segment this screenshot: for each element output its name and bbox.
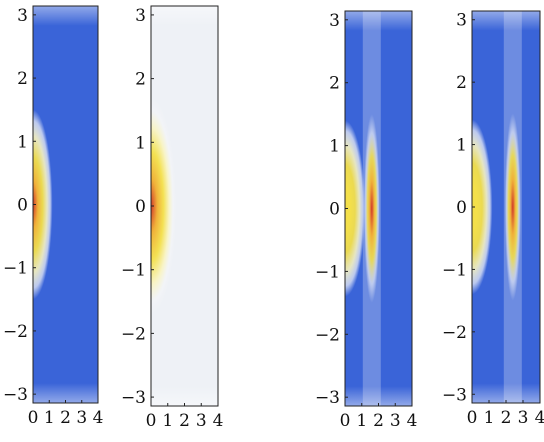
y-tick-label: −3: [3, 385, 28, 405]
y-tick-label: 3: [17, 6, 28, 26]
intensity-blob: [345, 120, 366, 297]
y-tick-label: 0: [135, 197, 146, 217]
x-tick-label: 4: [535, 408, 544, 428]
y-tick-label: 1: [456, 136, 467, 156]
x-tick-label: 3: [390, 411, 401, 431]
y-tick-label: −3: [315, 388, 340, 408]
intensity-blob: [472, 119, 493, 295]
y-tick-label: 3: [456, 11, 467, 31]
x-tick-label: 2: [501, 408, 512, 428]
y-tick-label: −2: [442, 323, 467, 343]
y-tick-label: 3: [329, 11, 340, 31]
y-tick-label: 1: [329, 137, 340, 157]
x-tick-label: 4: [93, 408, 104, 428]
y-tick-label: −2: [121, 324, 146, 344]
y-tick-label: −1: [121, 261, 146, 281]
x-tick-label: 0: [28, 408, 39, 428]
x-tick-label: 1: [162, 411, 173, 431]
x-tick-label: 2: [60, 408, 71, 428]
y-tick-label: 2: [456, 73, 467, 93]
intensity-ridge: [363, 114, 380, 303]
x-tick-label: 2: [373, 411, 384, 431]
y-tick-label: −3: [121, 388, 146, 408]
x-tick-label: 4: [213, 411, 224, 431]
y-tick-label: 0: [456, 198, 467, 218]
y-tick-label: −3: [442, 385, 467, 405]
y-tick-label: 2: [17, 69, 28, 89]
y-tick-label: 1: [17, 132, 28, 152]
y-tick-label: 3: [135, 6, 146, 26]
y-tick-label: 2: [135, 70, 146, 90]
x-tick-label: 1: [484, 408, 495, 428]
x-tick-label: 3: [76, 408, 87, 428]
intensity-blob: [33, 109, 53, 300]
x-tick-label: 0: [467, 408, 478, 428]
y-tick-label: −1: [442, 260, 467, 280]
y-tick-label: −2: [3, 322, 28, 342]
y-tick-label: −1: [315, 262, 340, 282]
x-tick-label: 1: [356, 411, 367, 431]
y-tick-label: 2: [329, 74, 340, 94]
intensity-ridge: [504, 113, 521, 301]
y-tick-label: 0: [329, 200, 340, 220]
x-tick-label: 4: [407, 411, 418, 431]
x-tick-label: 3: [518, 408, 529, 428]
y-tick-label: −1: [3, 259, 28, 279]
intensity-blob: [151, 97, 177, 315]
x-tick-label: 2: [179, 411, 190, 431]
x-tick-label: 0: [340, 411, 351, 431]
y-tick-label: 1: [135, 133, 146, 153]
y-tick-label: −2: [315, 325, 340, 345]
x-tick-label: 3: [196, 411, 207, 431]
y-tick-label: 0: [17, 196, 28, 216]
x-tick-label: 0: [146, 411, 157, 431]
x-tick-label: 1: [44, 408, 55, 428]
